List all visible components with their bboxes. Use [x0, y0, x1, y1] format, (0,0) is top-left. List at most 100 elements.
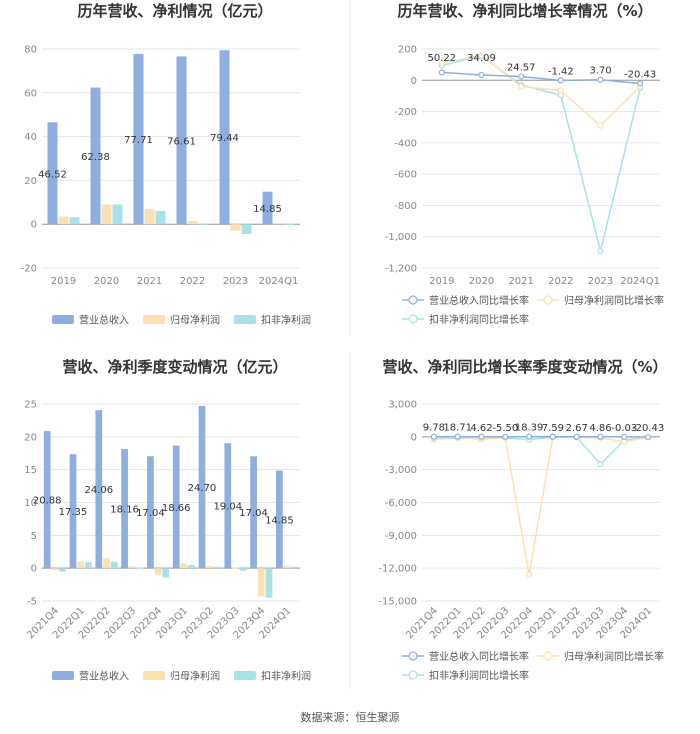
bar-revenue: [90, 87, 101, 225]
data-label: 46.52: [38, 169, 67, 180]
line-point: [557, 87, 564, 94]
line-point: [525, 571, 533, 578]
data-label: 17.35: [59, 507, 88, 518]
data-label: 3.70: [589, 66, 611, 77]
data-label: -1.42: [548, 67, 574, 78]
legend-swatch: [543, 295, 553, 305]
line-point: [438, 69, 445, 76]
y-tick-label: -5: [27, 597, 37, 608]
y-tick-label: 80: [24, 45, 37, 56]
data-label: 18.16: [110, 505, 139, 516]
bar-nonrec-profit: [110, 561, 118, 569]
y-tick-label: -800: [394, 201, 417, 212]
bar-parent-profit: [232, 567, 239, 569]
legend-swatch: [234, 315, 256, 324]
bar-parent-profit: [187, 220, 198, 225]
bar-parent-profit: [77, 561, 85, 569]
data-label: 18.71: [443, 423, 472, 434]
y-tick-label: 15: [24, 465, 37, 476]
legend-swatch: [52, 671, 74, 680]
x-tick-label: 2024Q1: [620, 276, 660, 287]
y-tick-label: -400: [394, 138, 417, 149]
legend-swatch: [143, 315, 165, 324]
line-point: [621, 438, 628, 445]
bar-parent-profit: [58, 216, 69, 225]
line-point: [557, 77, 564, 84]
y-tick-label: 5: [31, 531, 37, 542]
series-line: [441, 71, 641, 85]
data-label: -5.50: [492, 423, 518, 434]
legend-swatch: [408, 295, 418, 305]
bar-nonrec-profit: [291, 566, 299, 569]
legend-swatch: [143, 671, 165, 680]
y-tick-label: 0: [31, 564, 37, 575]
line-point: [597, 76, 604, 83]
bar-nonrec-profit: [241, 224, 252, 235]
line-point: [597, 433, 604, 440]
legend-label: 归母净利润: [170, 314, 220, 327]
y-tick-label: 25: [24, 400, 37, 411]
data-label: 19.04: [213, 502, 242, 513]
data-label: 4.62: [470, 423, 492, 434]
bar-revenue: [250, 456, 257, 569]
bar-nonrec-profit: [265, 568, 273, 598]
data-label: 17.04: [239, 508, 268, 519]
bar-nonrec-profit: [239, 568, 247, 571]
legend-label: 营业总收入: [79, 670, 129, 683]
x-tick-label: 2023: [223, 276, 248, 287]
y-tick-label: 3,000: [388, 400, 417, 411]
legend-label: 归母净利润同比增长率: [564, 650, 664, 663]
legend-label: 营业总收入同比增长率: [429, 294, 529, 307]
data-label: -0.03: [611, 423, 637, 434]
y-tick-label: -6,000: [385, 498, 417, 509]
bar-nonrec-profit: [85, 562, 92, 569]
chart-title: 历年营收、净利情况（亿元）: [77, 2, 272, 20]
y-tick-label: 60: [24, 88, 37, 99]
data-label: 24.57: [507, 62, 536, 73]
line-point: [549, 433, 557, 440]
x-tick-label: 2024Q1: [259, 276, 299, 287]
bar-nonrec-profit: [284, 223, 295, 225]
line-point: [573, 433, 580, 440]
bar-parent-profit: [144, 209, 155, 225]
data-label: -20.43: [632, 423, 664, 434]
legend-swatch: [52, 315, 74, 324]
data-label: 24.70: [188, 483, 217, 494]
bar-revenue: [133, 54, 144, 225]
legend-label: 扣非净利润: [261, 314, 311, 327]
line-point: [525, 433, 533, 440]
bar-revenue: [176, 56, 187, 225]
data-label: 76.61: [167, 136, 196, 147]
bar-parent-profit: [51, 568, 59, 571]
data-label: 79.44: [210, 133, 239, 144]
chart-title: 历年营收、净利同比增长率情况（%）: [397, 2, 652, 20]
bar-nonrec-profit: [136, 567, 144, 569]
line-point: [438, 59, 445, 67]
bar-parent-profit: [128, 566, 136, 569]
source-text: 数据来源：恒生聚源: [301, 710, 400, 724]
line-point: [637, 80, 644, 87]
chart-title: 营收、净利同比增长率季度变动情况（%）: [382, 358, 667, 376]
x-tick-label: 2019: [51, 276, 76, 287]
bar-parent-profit: [154, 568, 162, 575]
bar-parent-profit: [273, 223, 284, 225]
series-line: [441, 54, 641, 127]
legend-label: 扣非净利润同比增长率: [429, 669, 529, 682]
data-label: 18.66: [162, 503, 191, 514]
data-label: 18.39: [515, 423, 544, 434]
x-tick-label: 2022: [180, 276, 205, 287]
bar-nonrec-profit: [112, 204, 123, 225]
bar-parent-profit: [101, 204, 112, 225]
data-label: 20.88: [33, 496, 62, 507]
data-label: 14.85: [253, 204, 282, 215]
line-point: [518, 83, 525, 90]
x-tick-label: 2020: [469, 276, 494, 287]
legend-label: 营业总收入同比增长率: [429, 650, 529, 663]
legend-swatch: [234, 671, 256, 680]
bar-nonrec-profit: [162, 568, 170, 578]
line-point: [597, 461, 604, 468]
bar-parent-profit: [103, 558, 110, 569]
x-tick-label: 2022: [548, 276, 573, 287]
x-tick-label: 2023: [588, 276, 613, 287]
y-tick-label: -12,000: [378, 564, 417, 575]
